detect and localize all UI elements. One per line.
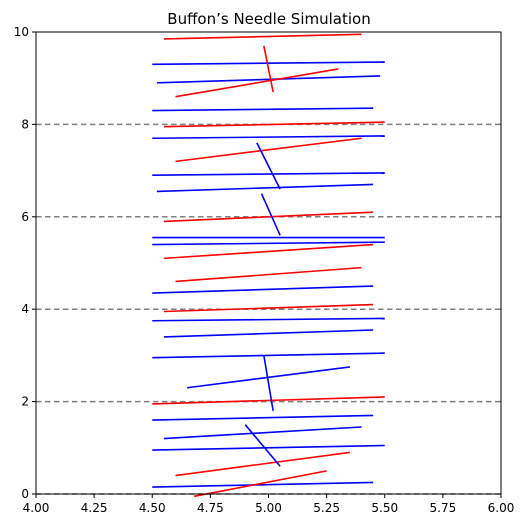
needle-5 — [163, 121, 385, 128]
reference-lines — [36, 123, 501, 495]
needle-31 — [263, 355, 274, 411]
needle-29 — [256, 142, 281, 190]
needle-8 — [152, 172, 385, 177]
needle-21 — [152, 396, 385, 405]
needle-25 — [175, 451, 350, 477]
needle-32 — [244, 424, 281, 467]
needle-18 — [163, 329, 374, 338]
needle-9 — [156, 183, 374, 193]
needle-13 — [163, 243, 374, 260]
needle-20 — [187, 366, 350, 389]
needle-7 — [175, 137, 362, 163]
needle-10 — [163, 211, 374, 223]
needle-15 — [152, 285, 374, 294]
needle-26 — [152, 481, 374, 488]
needle-2 — [156, 75, 381, 84]
x-tick-label-4: 5.00 — [255, 501, 282, 515]
needle-0 — [152, 61, 385, 66]
y-tick-label-0: 0 — [21, 487, 29, 501]
x-tick-label-5: 5.25 — [313, 501, 340, 515]
needle-3 — [175, 68, 339, 98]
needle-16 — [163, 303, 374, 313]
x-tick-label-0: 4.00 — [23, 501, 50, 515]
x-tick-label-7: 5.75 — [430, 501, 457, 515]
needle-28 — [263, 45, 274, 93]
axes-frame — [35, 31, 502, 495]
x-axis: 4.00 4.25 4.50 4.75 5.00 5.25 5.50 5.75 6.00 — [23, 494, 515, 515]
y-tick-label-2: 4 — [21, 302, 29, 316]
needle-6 — [152, 135, 385, 140]
needle-27 — [193, 470, 327, 498]
x-tick-label-3: 4.75 — [197, 501, 224, 515]
needle-14 — [175, 266, 362, 283]
needle-19 — [152, 352, 385, 359]
y-tick-label-3: 6 — [21, 210, 29, 224]
x-tick-label-2: 4.50 — [139, 501, 166, 515]
needle-4 — [152, 107, 374, 112]
needle-12 — [152, 241, 385, 246]
y-tick-label-5: 10 — [14, 25, 29, 39]
needle-23 — [163, 426, 362, 440]
chart-title: Buffon’s Needle Simulation — [167, 10, 370, 28]
x-tick-label-8: 6.00 — [488, 501, 515, 515]
needle-1 — [163, 33, 362, 40]
x-tick-label-6: 5.50 — [371, 501, 398, 515]
needle-17 — [152, 317, 385, 322]
x-tick-label-1: 4.25 — [81, 501, 108, 515]
y-tick-label-4: 8 — [21, 117, 29, 131]
y-tick-label-1: 2 — [21, 395, 29, 409]
y-axis: 0 2 4 6 8 10 — [14, 25, 36, 501]
needle-24 — [152, 444, 385, 451]
needles — [152, 33, 385, 498]
needle-30 — [260, 193, 281, 236]
needle-22 — [152, 414, 374, 421]
